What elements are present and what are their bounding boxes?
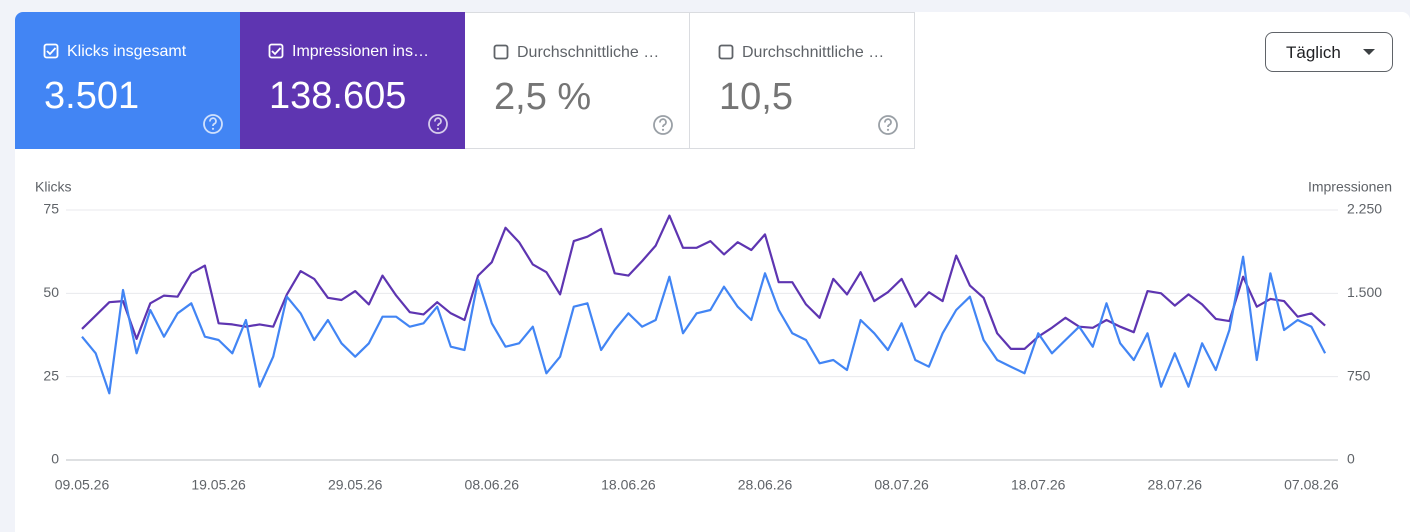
dropdown[interactable]: Täglich: [1265, 32, 1393, 72]
checkbox-tick: [271, 47, 282, 56]
card-value: 10,5: [719, 76, 793, 118]
help-dot: [886, 128, 890, 131]
y-tick-label: 25: [43, 367, 59, 383]
help-circle: [653, 115, 673, 135]
x-tick-label: 08.06.26: [465, 477, 520, 493]
metric-card[interactable]: Impressionen ins… 138.605: [240, 12, 465, 149]
checkbox: [493, 44, 509, 60]
chart: Klicks Impressionen025507507501.5002.2500…: [35, 179, 1392, 493]
checkbox-box: [43, 43, 59, 59]
x-tick-label: 07.08.26: [1284, 477, 1339, 493]
card-value: 2,5 %: [494, 76, 592, 118]
help-dot: [211, 127, 215, 130]
series-line: [81, 255, 1327, 395]
metric-card[interactable]: Klicks insgesamt 3.501: [15, 12, 240, 149]
x-tick-label: 28.07.26: [1148, 477, 1203, 493]
help-mark: [659, 118, 667, 128]
help-dot: [661, 128, 665, 131]
metric-card[interactable]: Durchschnittliche … 2,5 %: [465, 12, 690, 149]
metric-card[interactable]: Durchschnittliche … 10,5: [690, 12, 915, 149]
card-value: 138.605: [269, 75, 407, 117]
help-mark: [434, 117, 442, 127]
x-tick-label: 08.07.26: [874, 477, 929, 493]
checkbox-tick: [46, 47, 57, 56]
card-label: Klicks insgesamt: [67, 43, 187, 60]
help-circle: [428, 114, 448, 134]
help-icon: [203, 114, 223, 134]
x-tick-label: 28.06.26: [738, 477, 793, 493]
checkbox: [43, 43, 59, 59]
y2-tick-label: 1.500: [1347, 284, 1382, 300]
y-tick-label: 0: [51, 451, 59, 467]
x-tick-label: 09.05.26: [55, 477, 110, 493]
help-mark: [209, 117, 217, 127]
y2-tick-label: 0: [1347, 451, 1355, 467]
checkbox: [718, 44, 734, 60]
x-tick-label: 29.05.26: [328, 477, 383, 493]
checkbox-box: [268, 43, 284, 59]
help-dot: [436, 127, 440, 130]
series-line: [81, 214, 1326, 350]
checkbox-box: [718, 44, 734, 60]
x-tick-label: 18.06.26: [601, 477, 656, 493]
x-tick-label: 19.05.26: [191, 477, 246, 493]
y-tick-label: 50: [43, 284, 59, 300]
y2-tick-label: 2.250: [1347, 201, 1382, 217]
help-circle: [878, 115, 898, 135]
dropdown-arrow: [1363, 49, 1375, 55]
y-tick-label: 75: [43, 201, 59, 217]
card-value: 3.501: [44, 75, 140, 117]
dropdown-label: Täglich: [1286, 43, 1341, 62]
panel: Klicks Impressionen 0 25 50 75 0 750 1.500 2.250 0…: [15, 12, 1410, 532]
x-tick-label: 18.07.26: [1011, 477, 1066, 493]
help-icon: [878, 115, 898, 135]
help-circle: [203, 114, 223, 134]
card-label: Durchschnittliche …: [517, 44, 660, 61]
checkbox: [268, 43, 284, 59]
help-icon: [428, 114, 448, 134]
y2-tick-label: 750: [1347, 367, 1371, 383]
help-mark: [884, 118, 892, 128]
help-icon: [653, 115, 673, 135]
y2-axis-title: Impressionen: [1308, 179, 1392, 195]
checkbox-box: [493, 44, 509, 60]
y-axis-title: Klicks: [35, 179, 72, 195]
card-label: Impressionen ins…: [292, 43, 429, 60]
card-label: Durchschnittliche …: [742, 44, 885, 61]
